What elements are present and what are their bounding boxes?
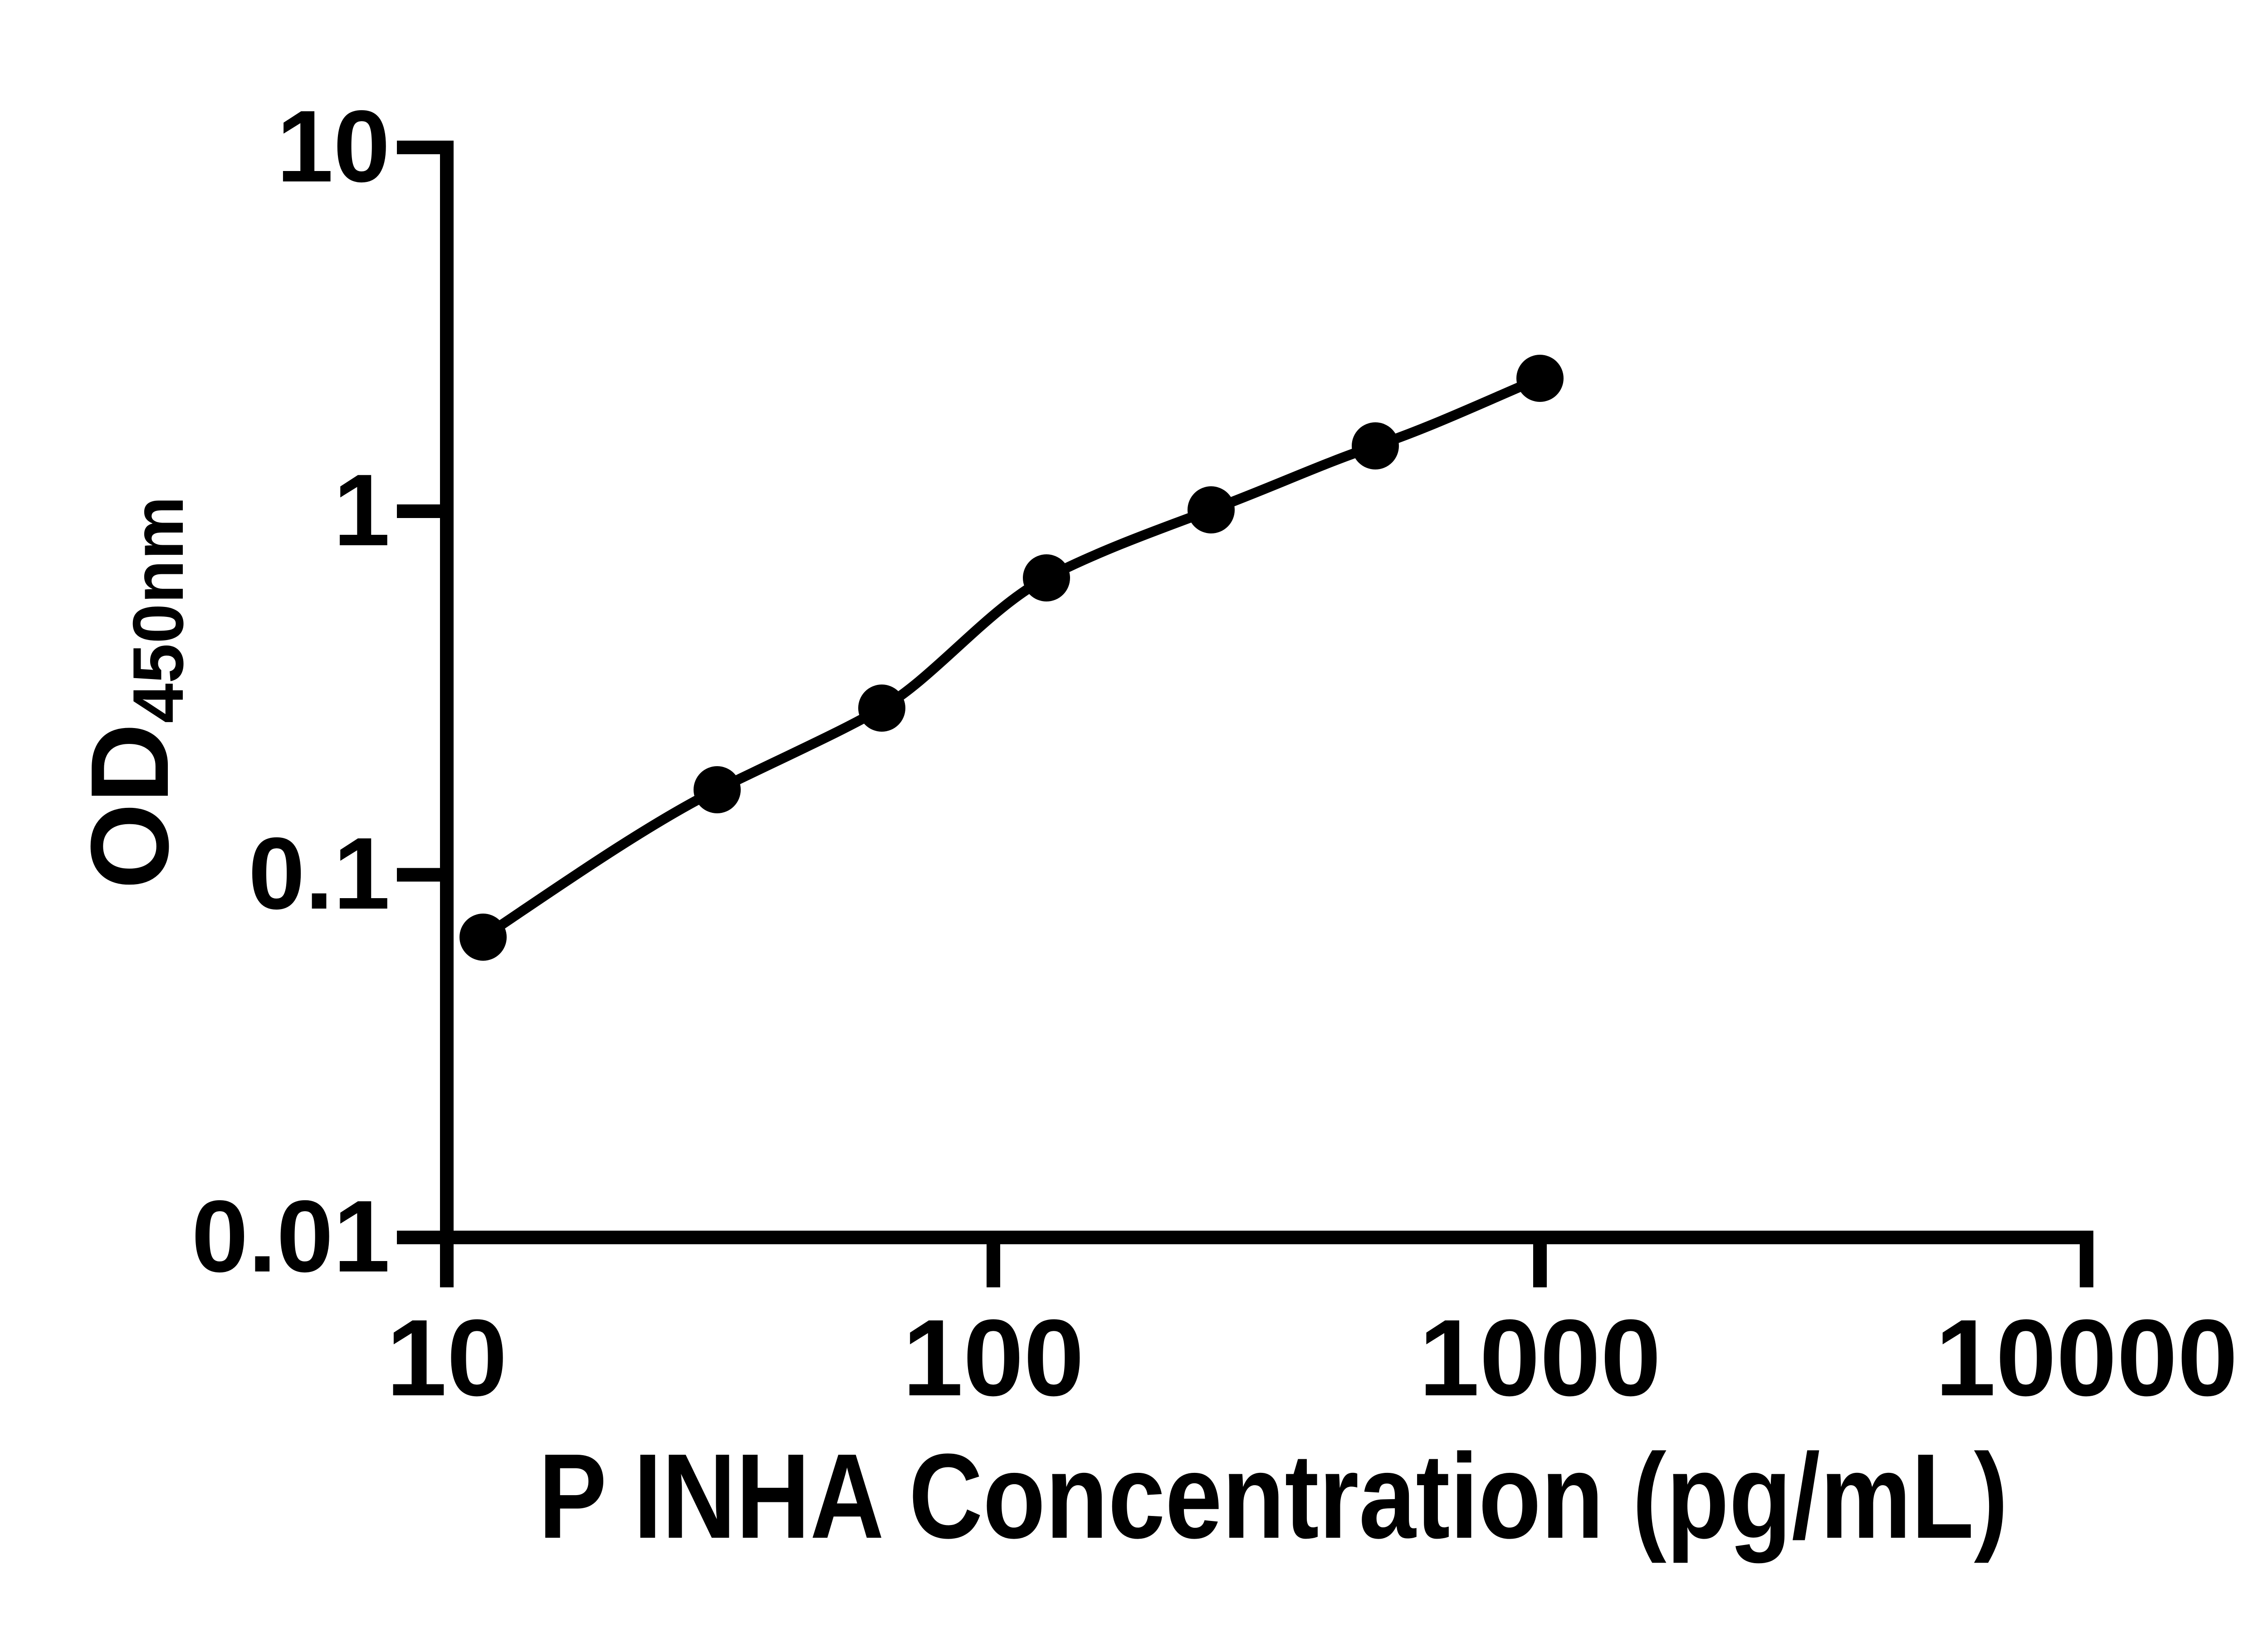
svg-text:P INHA Concentration (pg/mL): P INHA Concentration (pg/mL): [538, 1429, 2008, 1564]
svg-text:1: 1: [333, 453, 390, 567]
svg-text:10000: 10000: [1935, 1297, 2238, 1418]
svg-text:10: 10: [277, 89, 390, 203]
svg-text:100: 100: [903, 1297, 1084, 1418]
svg-text:10: 10: [386, 1297, 508, 1418]
svg-text:0.01: 0.01: [191, 1179, 390, 1293]
svg-text:1000: 1000: [1419, 1297, 1661, 1418]
svg-text:0.1: 0.1: [248, 816, 390, 930]
